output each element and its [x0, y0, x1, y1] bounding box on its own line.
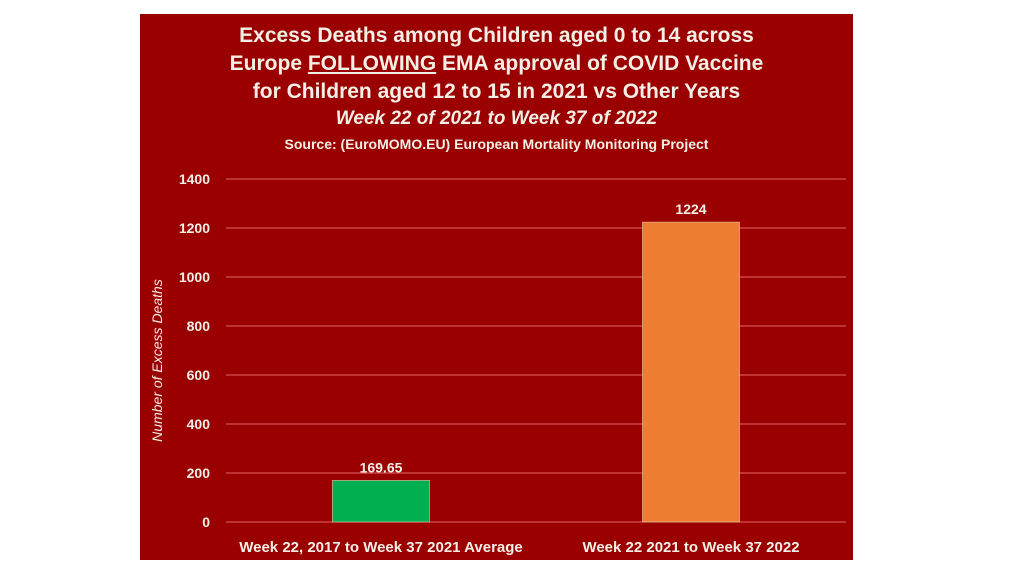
- y-tick-label: 1400: [179, 171, 210, 187]
- title-line-2-underlined: FOLLOWING: [307, 52, 437, 75]
- bar: [642, 221, 740, 523]
- y-tick-label: 200: [187, 465, 211, 481]
- y-axis-label: Number of Excess Deaths: [149, 279, 165, 442]
- chart-subtitle: Week 22 of 2021 to Week 37 of 2022: [335, 108, 658, 129]
- title-line-2-after: EMA approval of COVID Vaccine: [436, 52, 764, 75]
- y-tick-label: 1200: [179, 220, 210, 236]
- y-tick-label: 0: [202, 514, 210, 530]
- y-tick-label: 600: [187, 367, 211, 383]
- x-tick-label: Week 22 2021 to Week 37 2022: [582, 539, 799, 556]
- chart-source: Source: (EuroMOMO.EU) European Mortality…: [284, 136, 709, 152]
- chart-title-line-2: Europe FOLLOWING EMA approval of COVID V…: [140, 52, 853, 76]
- data-label: 169.65: [360, 459, 403, 475]
- y-tick-label: 400: [187, 416, 211, 432]
- title-line-2-before: Europe: [229, 52, 308, 75]
- bar-chart: 0 200 400 600 800 1000 1200 1400 Number of Exces…: [149, 171, 846, 556]
- bar: [332, 480, 430, 523]
- x-tick-label: Week 22, 2017 to Week 37 2021 Average: [239, 539, 523, 556]
- chart-title-line-3: for Children aged 12 to 15 in 2021 vs Ot…: [252, 80, 741, 103]
- chart-panel: Excess Deaths among Children aged 0 to 1…: [140, 14, 853, 560]
- data-label: 1224: [675, 201, 706, 217]
- y-tick-label: 800: [187, 318, 211, 334]
- chart-title-line-1: Excess Deaths among Children aged 0 to 1…: [239, 24, 754, 47]
- y-tick-label: 1000: [179, 269, 210, 285]
